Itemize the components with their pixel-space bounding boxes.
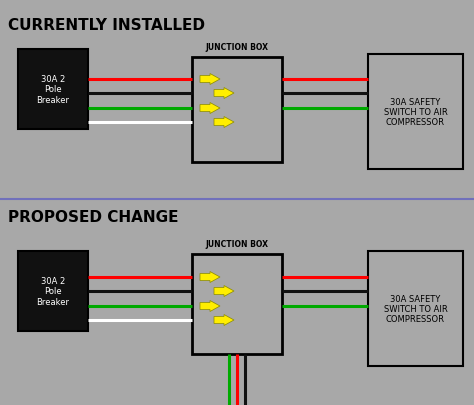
FancyArrow shape (200, 103, 220, 114)
FancyArrow shape (214, 315, 234, 326)
Bar (192, 58, 282, 162)
Text: CURRENTLY INSTALLED: CURRENTLY INSTALLED (8, 18, 205, 33)
FancyArrow shape (214, 286, 234, 297)
Text: 30A SAFETY
SWITCH TO AIR
COMPRESSOR: 30A SAFETY SWITCH TO AIR COMPRESSOR (383, 294, 447, 324)
FancyArrow shape (200, 272, 220, 283)
FancyArrow shape (214, 88, 234, 99)
Text: 30A 2
Pole
Breaker: 30A 2 Pole Breaker (36, 75, 70, 104)
FancyArrow shape (200, 301, 220, 312)
FancyArrow shape (200, 74, 220, 85)
Text: 30A 2
Pole
Breaker: 30A 2 Pole Breaker (36, 277, 70, 306)
Bar (368, 55, 463, 170)
Bar (18, 50, 88, 130)
FancyArrow shape (214, 117, 234, 128)
Text: 30A SAFETY
SWITCH TO AIR
COMPRESSOR: 30A SAFETY SWITCH TO AIR COMPRESSOR (383, 97, 447, 127)
Bar (192, 254, 282, 354)
Bar (368, 252, 463, 366)
Text: JUNCTION BOX: JUNCTION BOX (206, 43, 268, 52)
Bar (18, 252, 88, 331)
Text: PROPOSED CHANGE: PROPOSED CHANGE (8, 209, 179, 224)
Text: JUNCTION BOX: JUNCTION BOX (206, 239, 268, 248)
